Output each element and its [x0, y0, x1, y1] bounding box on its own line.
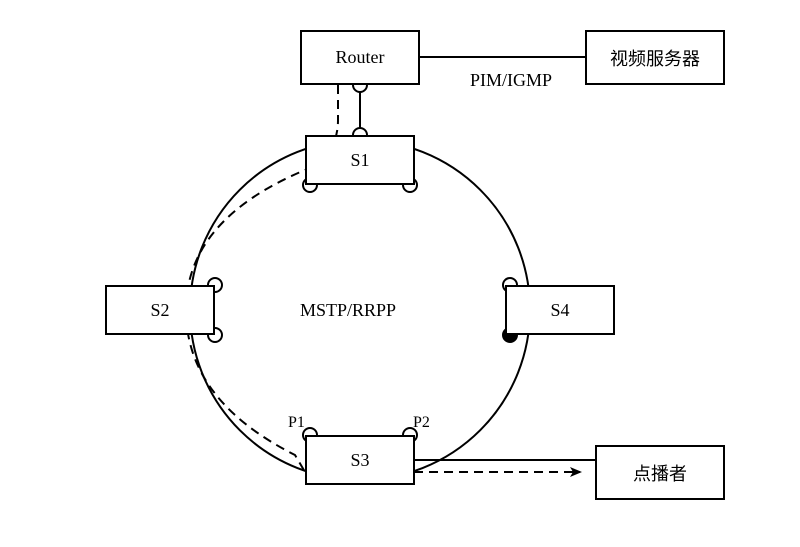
- video-server-box: 视频服务器: [585, 30, 725, 85]
- port-label-p2: P2: [413, 414, 430, 432]
- diagram-stage: Router 视频服务器 S1 S2 S3 S4 点播者 PIM/IGMP MS…: [0, 0, 800, 547]
- switch-s1-box: S1: [305, 135, 415, 185]
- router-box: Router: [300, 30, 420, 85]
- port-label-p1: P1: [288, 414, 305, 432]
- switch-s4-label: S4: [550, 300, 569, 321]
- vod-client-box: 点播者: [595, 445, 725, 500]
- ring-label: MSTP/RRPP: [300, 300, 396, 321]
- switch-s3-label: S3: [350, 450, 369, 471]
- switch-s2-box: S2: [105, 285, 215, 335]
- switch-s2-label: S2: [150, 300, 169, 321]
- router-label: Router: [336, 47, 385, 68]
- switch-s4-box: S4: [505, 285, 615, 335]
- protocol-label: PIM/IGMP: [470, 70, 552, 91]
- switch-s3-box: S3: [305, 435, 415, 485]
- video-server-label: 视频服务器: [610, 45, 700, 71]
- vod-client-label: 点播者: [633, 460, 687, 486]
- switch-s1-label: S1: [350, 150, 369, 171]
